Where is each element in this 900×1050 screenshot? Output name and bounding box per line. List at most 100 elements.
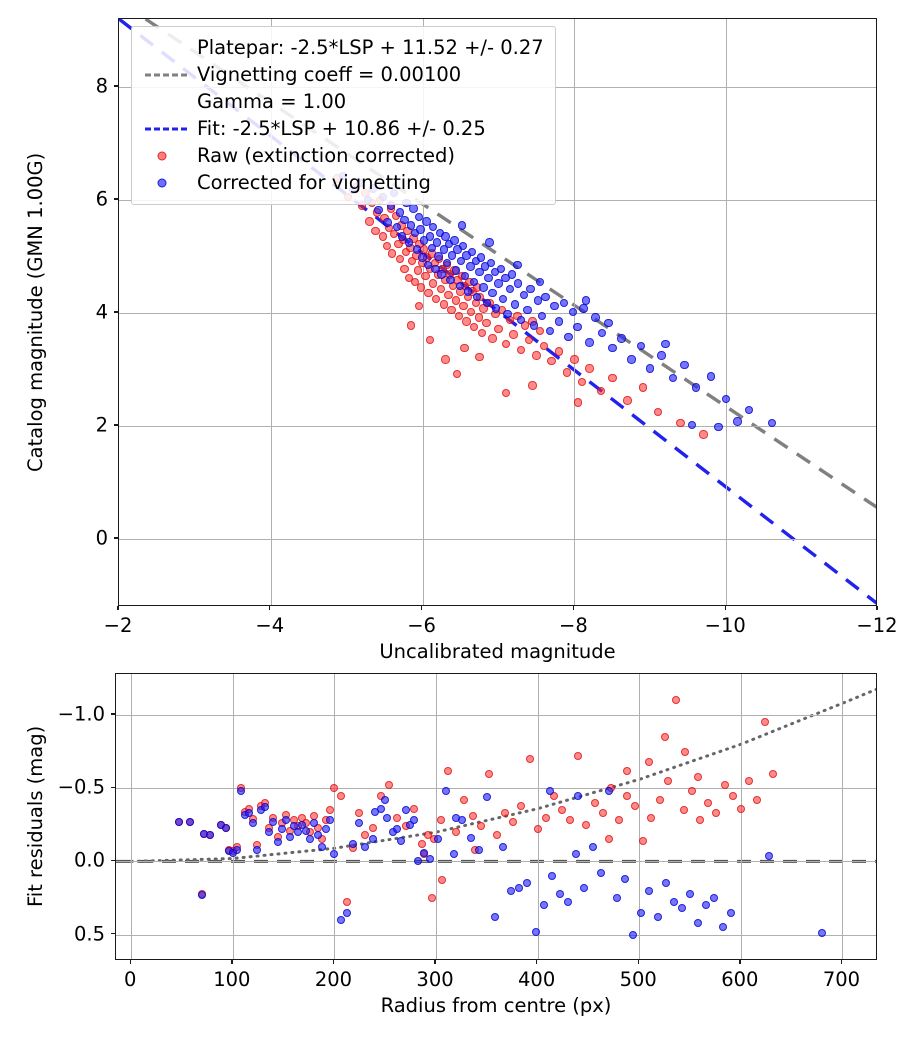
data-point-blue: [446, 276, 455, 285]
data-point-red: [623, 396, 632, 405]
data-point-blue: [221, 823, 230, 832]
data-point-blue: [579, 304, 588, 313]
data-point-red: [437, 816, 446, 825]
data-point-red: [676, 419, 685, 428]
data-point-red: [444, 766, 453, 775]
data-point-blue: [657, 351, 666, 360]
data-point-blue: [434, 835, 443, 844]
data-point-blue: [596, 869, 605, 878]
data-point-blue: [409, 204, 418, 213]
data-point-blue: [285, 832, 294, 841]
data-point-blue: [186, 817, 195, 826]
data-point-red: [704, 798, 713, 807]
data-point-blue: [273, 838, 282, 847]
data-point-blue: [310, 819, 319, 828]
data-point-blue: [455, 281, 464, 291]
data-point-red: [524, 335, 534, 345]
data-point-blue: [369, 835, 378, 844]
data-point-red: [528, 381, 537, 390]
x-tick: [434, 960, 436, 964]
y-tick: [114, 424, 118, 426]
data-point-red: [452, 369, 461, 379]
data-point-blue: [383, 813, 392, 822]
data-point-red: [539, 341, 549, 350]
gridline-horizontal: [119, 426, 876, 428]
data-point-red: [712, 809, 721, 818]
data-point-blue: [452, 813, 461, 822]
data-point-blue: [457, 256, 466, 266]
data-point-red: [451, 296, 461, 305]
y-tick-label: 0.5: [73, 922, 105, 946]
data-point-blue: [686, 889, 695, 898]
data-point-blue: [488, 289, 497, 298]
blue-dashed-line-icon: [145, 127, 187, 130]
x-tick-label: 400: [518, 968, 556, 991]
data-point-red: [474, 313, 483, 322]
data-point-blue: [397, 232, 407, 241]
data-point-blue: [448, 251, 457, 260]
data-point-blue: [442, 259, 452, 268]
data-point-blue: [261, 803, 270, 812]
y-tick-label: 8: [95, 74, 108, 98]
data-point-blue: [404, 238, 414, 247]
data-point-red: [558, 806, 567, 815]
data-point-red: [382, 242, 392, 251]
data-point-blue: [514, 279, 523, 288]
data-point-red: [416, 283, 426, 292]
data-point-red: [680, 747, 689, 756]
data-point-blue: [470, 277, 479, 287]
data-point-red: [501, 339, 511, 349]
data-point-red: [342, 898, 351, 907]
data-point-blue: [694, 918, 703, 927]
data-point-blue: [520, 290, 529, 300]
data-point-blue: [409, 816, 418, 825]
data-point-blue: [661, 339, 670, 349]
y-tick-label: −1.0: [57, 702, 105, 726]
data-point-blue: [425, 232, 435, 241]
data-point-red: [470, 322, 479, 332]
data-point-red: [653, 407, 663, 417]
data-point-red: [427, 894, 436, 903]
data-point-red: [460, 343, 469, 353]
data-point-blue: [463, 287, 473, 296]
data-point-blue: [429, 222, 438, 232]
data-point-blue: [318, 842, 327, 851]
data-point-blue: [555, 317, 564, 326]
data-point-red: [517, 801, 526, 810]
gridline-vertical: [436, 674, 438, 959]
data-point-blue: [496, 264, 505, 274]
data-point-blue: [568, 307, 578, 317]
x-tick-label: 600: [721, 968, 759, 991]
data-point-blue: [702, 901, 711, 910]
data-point-blue: [297, 820, 306, 829]
data-point-red: [493, 831, 501, 840]
data-point-red: [377, 791, 386, 800]
data-point-red: [728, 791, 737, 800]
legend-label-platepar: Platepar: -2.5*LSP + 11.52 +/- 0.27: [197, 36, 544, 59]
data-point-red: [533, 825, 542, 834]
data-point-blue: [555, 889, 564, 898]
data-point-blue: [545, 787, 554, 796]
data-point-blue: [407, 221, 416, 230]
data-point-red: [688, 787, 697, 796]
data-point-red: [660, 732, 669, 741]
data-point-blue: [301, 826, 310, 835]
data-point-red: [598, 809, 607, 818]
data-point-blue: [450, 236, 459, 245]
x-tick-label: 100: [213, 968, 251, 991]
x-tick: [129, 960, 131, 964]
data-point-blue: [348, 839, 357, 848]
data-point-blue: [507, 270, 517, 279]
data-point-blue: [564, 898, 573, 907]
data-point-blue: [400, 215, 409, 224]
data-point-blue: [476, 253, 486, 262]
data-point-blue: [559, 298, 568, 307]
data-point-blue: [536, 277, 545, 287]
gridline-vertical: [740, 674, 742, 959]
x-tick: [535, 960, 538, 964]
x-tick: [420, 606, 423, 610]
data-point-blue: [597, 328, 606, 337]
x-tick: [739, 960, 741, 964]
residual-y-axis-label: Fit residuals (mag): [24, 725, 47, 907]
data-point-red: [482, 318, 491, 328]
